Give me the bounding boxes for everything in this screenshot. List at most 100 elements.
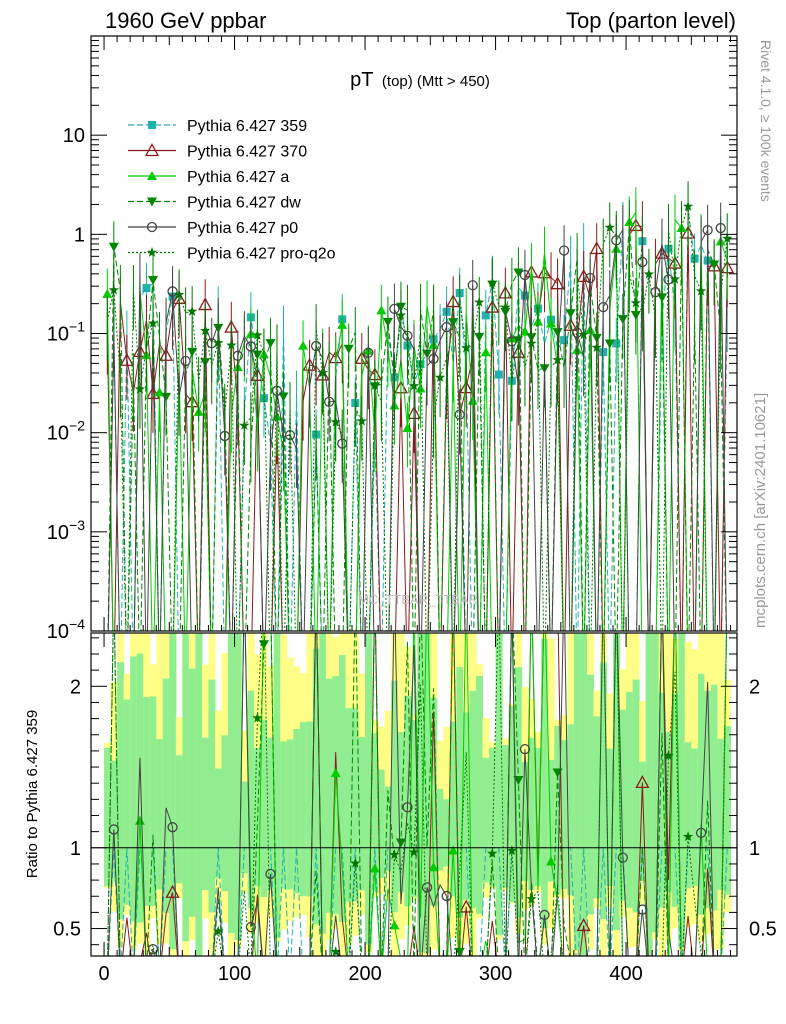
ratio-point-5-65 — [526, 893, 537, 904]
band-green-32 — [312, 648, 320, 925]
band-green-10 — [169, 633, 177, 950]
band-green-51 — [436, 788, 444, 871]
point-5-5 — [134, 383, 146, 394]
band-green-18 — [221, 735, 229, 892]
point-5-57 — [474, 296, 485, 307]
band-green-89 — [684, 742, 692, 889]
point-5-77 — [604, 222, 615, 232]
point-5-55 — [461, 342, 472, 353]
band-green-21 — [241, 781, 249, 874]
ratio-tick-label-2: 0.5 — [53, 919, 81, 941]
band-green-3 — [123, 699, 131, 905]
ratio-point-5-89 — [682, 831, 694, 842]
band-green-22 — [247, 690, 255, 909]
ratio-point-2-50 — [428, 862, 439, 872]
band-green-59 — [489, 747, 497, 887]
band-green-71 — [567, 724, 575, 896]
point-0-78 — [612, 339, 621, 348]
point-5-63 — [513, 332, 524, 343]
y-tick-label-0: 10 — [63, 125, 85, 147]
point-5-41 — [369, 379, 381, 390]
ratio-point-2-53 — [448, 845, 459, 855]
point-5-1 — [108, 284, 120, 295]
band-green-0 — [104, 747, 112, 887]
point-5-65 — [526, 337, 537, 348]
band-green-67 — [541, 638, 549, 929]
band-green-61 — [502, 744, 510, 888]
point-5-45 — [395, 309, 407, 320]
point-2-68 — [546, 318, 557, 328]
band-green-9 — [162, 678, 170, 913]
band-green-70 — [560, 740, 568, 890]
point-5-23 — [252, 329, 263, 340]
band-green-17 — [214, 768, 223, 879]
ratio-point-2-5 — [134, 815, 145, 825]
band-green-40 — [365, 633, 373, 945]
point-4-94 — [715, 222, 726, 234]
legend-label-1: Pythia 6.427 370 — [187, 144, 307, 161]
point-2-0 — [102, 288, 113, 298]
ratio-point-5-17 — [213, 925, 224, 936]
ratio-point-2-44 — [389, 920, 400, 930]
point-0-6 — [142, 284, 151, 293]
ratio-line-4 — [107, 633, 715, 956]
ratio-point-5-86 — [663, 750, 674, 761]
point-4-74 — [585, 272, 596, 284]
legend-label-5: Pythia 6.427 pro-q2o — [187, 246, 336, 263]
band-green-39 — [358, 737, 366, 891]
point-4-40 — [363, 347, 374, 358]
point-5-33 — [317, 367, 328, 378]
point-0-76 — [599, 348, 608, 357]
legend-marker-0 — [148, 121, 156, 129]
band-green-5 — [136, 653, 144, 923]
band-green-80 — [626, 691, 634, 908]
point-5-11 — [173, 289, 185, 300]
point-3-63 — [513, 268, 524, 278]
point-5-61 — [500, 301, 511, 312]
ratio-point-4-52 — [441, 890, 452, 902]
point-2-46 — [402, 422, 413, 432]
point-3-71 — [565, 309, 576, 319]
band-green-38 — [352, 708, 360, 902]
band-green-19 — [228, 633, 236, 934]
legend-label-0: Pythia 6.427 359 — [187, 118, 307, 135]
point-3-7 — [147, 275, 158, 285]
ratio-point-1-55 — [459, 899, 474, 913]
point-3-13 — [187, 347, 198, 357]
band-green-63 — [515, 667, 523, 918]
band-green-57 — [475, 675, 484, 914]
point-0-70 — [560, 336, 569, 345]
band-green-81 — [632, 679, 640, 913]
point-4-54 — [454, 409, 465, 420]
band-green-34 — [325, 678, 333, 913]
band-green-26 — [273, 633, 281, 938]
band-green-15 — [201, 737, 209, 891]
point-4-52 — [441, 321, 452, 333]
band-green-64 — [521, 761, 529, 881]
band-green-28 — [286, 739, 294, 890]
ratio-point-4-22 — [245, 921, 257, 933]
band-green-58 — [482, 757, 490, 883]
band-green-79 — [619, 709, 627, 901]
point-2-42 — [376, 305, 387, 315]
point-5-91 — [695, 285, 707, 296]
rivet-label: Rivet 4.1.0, ≥ 100k events — [758, 40, 774, 202]
point-3-1 — [108, 242, 119, 252]
point-3-69 — [552, 328, 563, 338]
band-green-1 — [110, 760, 118, 882]
band-green-86 — [665, 732, 673, 893]
ratio-tick-label-1: 1 — [70, 838, 81, 860]
legend-marker-5 — [146, 247, 158, 257]
ratio-point-1-73 — [576, 918, 591, 932]
band-green-7 — [149, 696, 157, 907]
series-line-4 — [107, 228, 727, 631]
band-green-43 — [384, 786, 392, 872]
point-2-36 — [337, 319, 348, 329]
ratio-point-3-24 — [258, 640, 269, 650]
ratio-point-3-54 — [454, 947, 465, 956]
point-1-3 — [119, 352, 134, 366]
header-left: 1960 GeV ppbar — [105, 8, 267, 33]
ratio-point-4-64 — [519, 743, 531, 755]
band-green-31 — [306, 721, 314, 897]
